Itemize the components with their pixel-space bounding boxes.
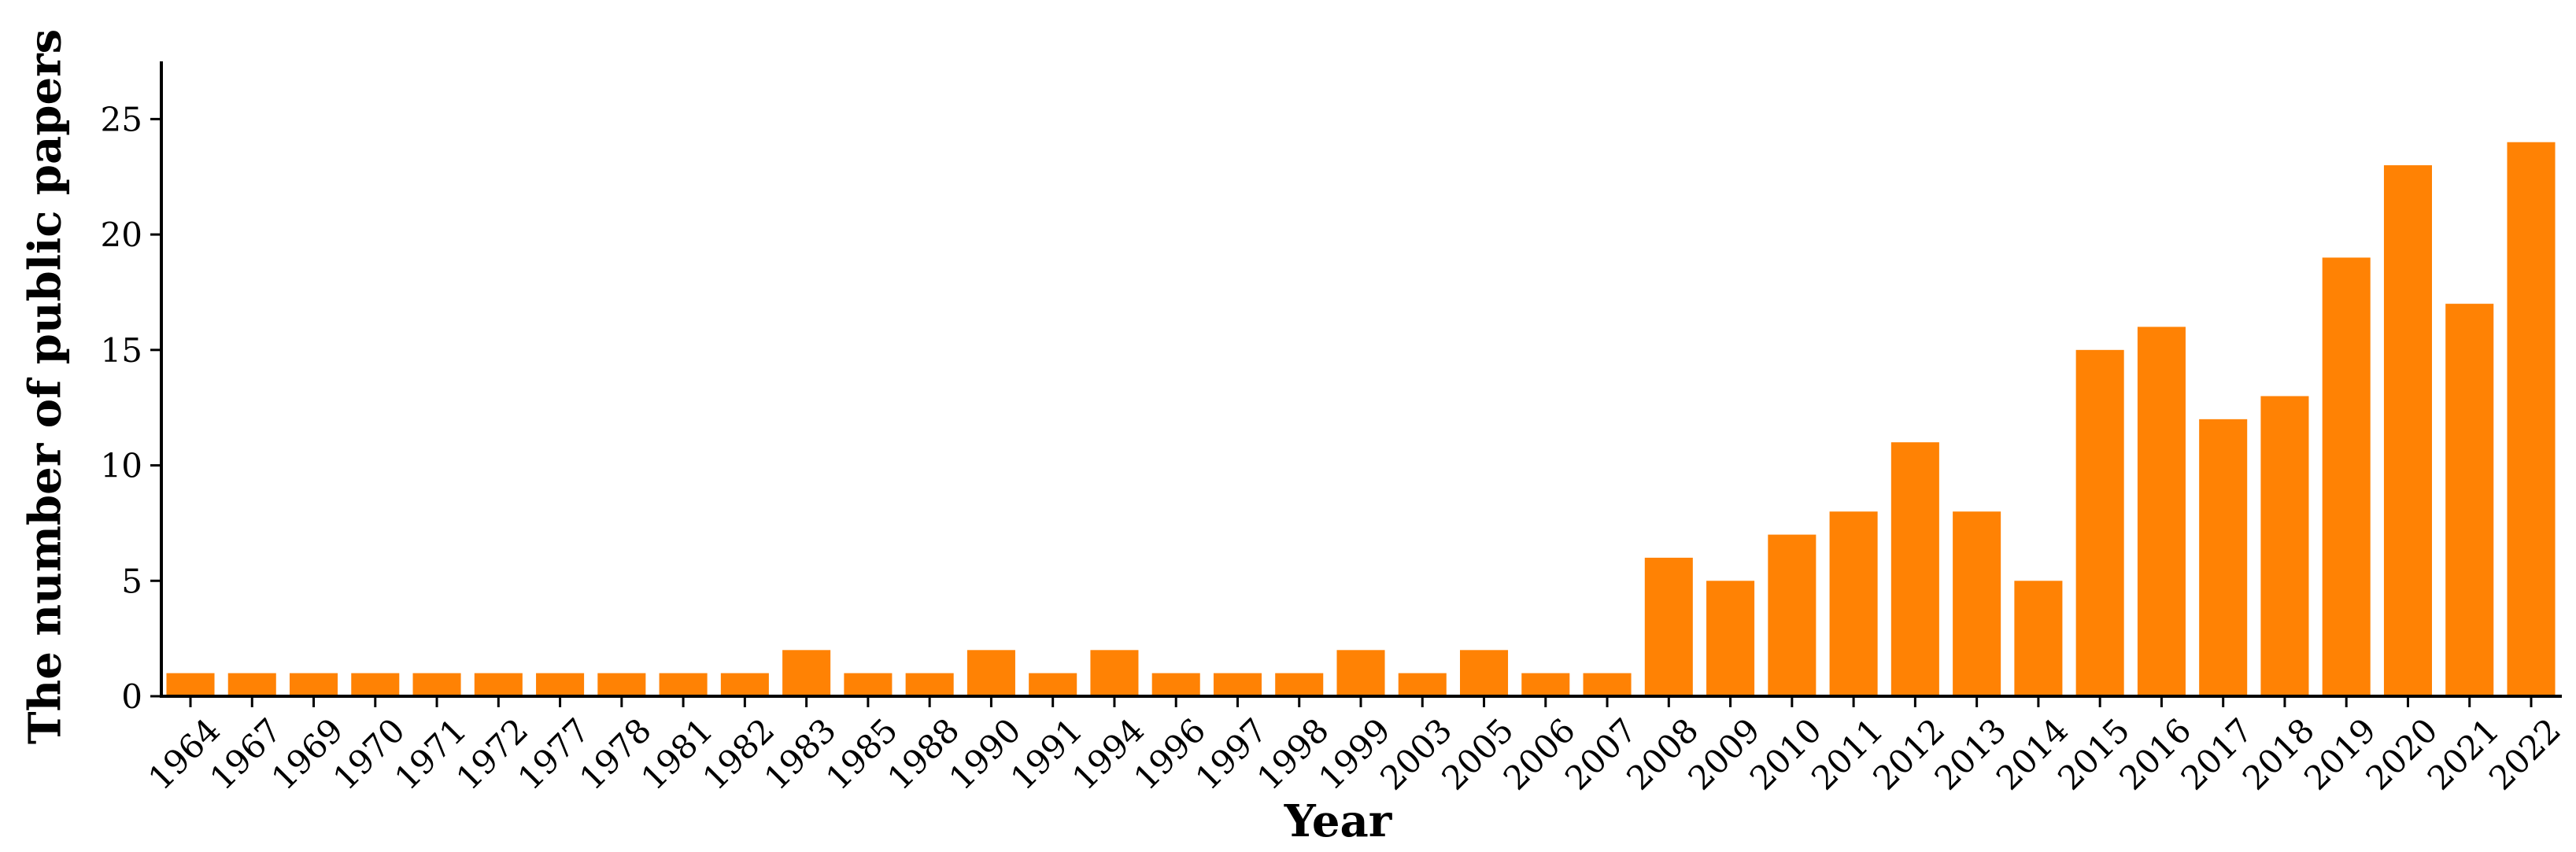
y-tick-label: 5 <box>121 562 142 600</box>
y-tick-label: 10 <box>101 447 142 485</box>
bar-2011 <box>1829 511 1878 696</box>
x-tick-label-2022: 2022 <box>2482 710 2568 797</box>
x-tick-label-2021: 2021 <box>2420 710 2507 797</box>
bar-1969 <box>290 673 338 696</box>
bar-2012 <box>1890 442 1939 696</box>
y-tick-label: 25 <box>101 100 142 138</box>
x-tick-label-2012: 2012 <box>1865 710 1952 797</box>
bar-2018 <box>2260 396 2309 696</box>
x-tick-label-2010: 2010 <box>1743 710 1829 797</box>
bar-1982 <box>720 673 769 696</box>
x-tick-label-1978: 1978 <box>572 710 659 797</box>
x-tick-label-2018: 2018 <box>2235 710 2322 797</box>
x-tick-label-2014: 2014 <box>1989 710 2075 797</box>
x-tick-label-2006: 2006 <box>1496 710 1583 797</box>
bar-2014 <box>2014 581 2063 696</box>
bar-1998 <box>1275 673 1324 696</box>
x-tick-label-2017: 2017 <box>2174 710 2260 797</box>
x-tick-label-1996: 1996 <box>1126 710 1213 797</box>
bar-2019 <box>2322 257 2371 696</box>
bar-1971 <box>412 673 461 696</box>
x-axis-title: Year <box>1284 795 1393 847</box>
y-tick-label: 0 <box>121 677 142 716</box>
y-axis-title: The number of public papers <box>20 29 72 744</box>
bar-2009 <box>1706 581 1755 696</box>
x-tick-label-2013: 2013 <box>1927 710 2014 797</box>
bar-1988 <box>905 673 954 696</box>
x-tick-label-2016: 2016 <box>2112 710 2198 797</box>
x-axis-ticks: 1964196719691970197119721977197819811982… <box>141 696 2568 798</box>
x-tick-label-2019: 2019 <box>2297 710 2383 797</box>
x-tick-label-1990: 1990 <box>941 710 1028 797</box>
bar-1996 <box>1151 673 1200 696</box>
x-tick-label-1999: 1999 <box>1311 710 1398 797</box>
bar-2017 <box>2199 419 2248 696</box>
bar-1991 <box>1029 673 1077 696</box>
bar-1972 <box>474 673 523 696</box>
bar-1983 <box>782 650 831 696</box>
bar-2010 <box>1768 534 1817 696</box>
bar-2007 <box>1583 673 1632 696</box>
bar-1981 <box>659 673 708 696</box>
bar-2015 <box>2075 349 2124 696</box>
bars-group <box>166 142 2556 696</box>
bar-1967 <box>227 673 276 696</box>
x-tick-label-2008: 2008 <box>1619 710 1706 797</box>
x-tick-label-1977: 1977 <box>510 710 597 797</box>
bar-2013 <box>1953 511 2001 696</box>
x-tick-label-1991: 1991 <box>1003 710 1090 797</box>
bar-2008 <box>1644 557 1693 696</box>
bar-2016 <box>2137 326 2186 696</box>
x-tick-label-1981: 1981 <box>634 710 720 797</box>
x-tick-label-1988: 1988 <box>880 710 966 797</box>
bar-2021 <box>2445 304 2494 696</box>
bar-1964 <box>166 673 215 696</box>
bar-1978 <box>597 673 646 696</box>
x-tick-label-1985: 1985 <box>819 710 905 797</box>
bar-2020 <box>2383 165 2432 696</box>
x-tick-label-1997: 1997 <box>1188 710 1274 797</box>
bar-2022 <box>2507 142 2556 696</box>
bar-1997 <box>1213 673 1262 696</box>
x-tick-label-2003: 2003 <box>1373 710 1459 797</box>
x-tick-label-1971: 1971 <box>387 710 474 797</box>
x-tick-label-1967: 1967 <box>202 710 289 797</box>
bar-1990 <box>966 650 1015 696</box>
y-tick-label: 15 <box>101 331 142 370</box>
bar-1985 <box>844 673 893 696</box>
x-tick-label-1983: 1983 <box>757 710 844 797</box>
bar-2005 <box>1460 650 1509 696</box>
bar-1977 <box>536 673 585 696</box>
bar-2003 <box>1398 673 1447 696</box>
x-tick-label-1970: 1970 <box>326 710 412 797</box>
x-tick-label-2011: 2011 <box>1804 710 1890 797</box>
x-tick-label-1972: 1972 <box>449 710 535 797</box>
x-tick-label-2007: 2007 <box>1558 710 1644 797</box>
x-tick-label-1969: 1969 <box>264 710 350 797</box>
y-axis-ticks: 0 5 10 15 20 25 <box>101 100 161 716</box>
x-tick-label-1994: 1994 <box>1065 710 1151 797</box>
bar-1970 <box>351 673 400 696</box>
x-tick-label-1964: 1964 <box>141 710 227 797</box>
x-tick-label-2020: 2020 <box>2358 710 2445 797</box>
bar-1999 <box>1336 650 1385 696</box>
bar-2006 <box>1521 673 1570 696</box>
x-tick-label-2015: 2015 <box>2050 710 2137 797</box>
y-tick-label: 20 <box>101 216 142 254</box>
x-tick-label-2005: 2005 <box>1434 710 1521 797</box>
x-tick-label-1998: 1998 <box>1250 710 1336 797</box>
bar-1994 <box>1090 650 1139 696</box>
x-tick-label-2009: 2009 <box>1680 710 1767 797</box>
x-tick-label-1982: 1982 <box>695 710 782 797</box>
